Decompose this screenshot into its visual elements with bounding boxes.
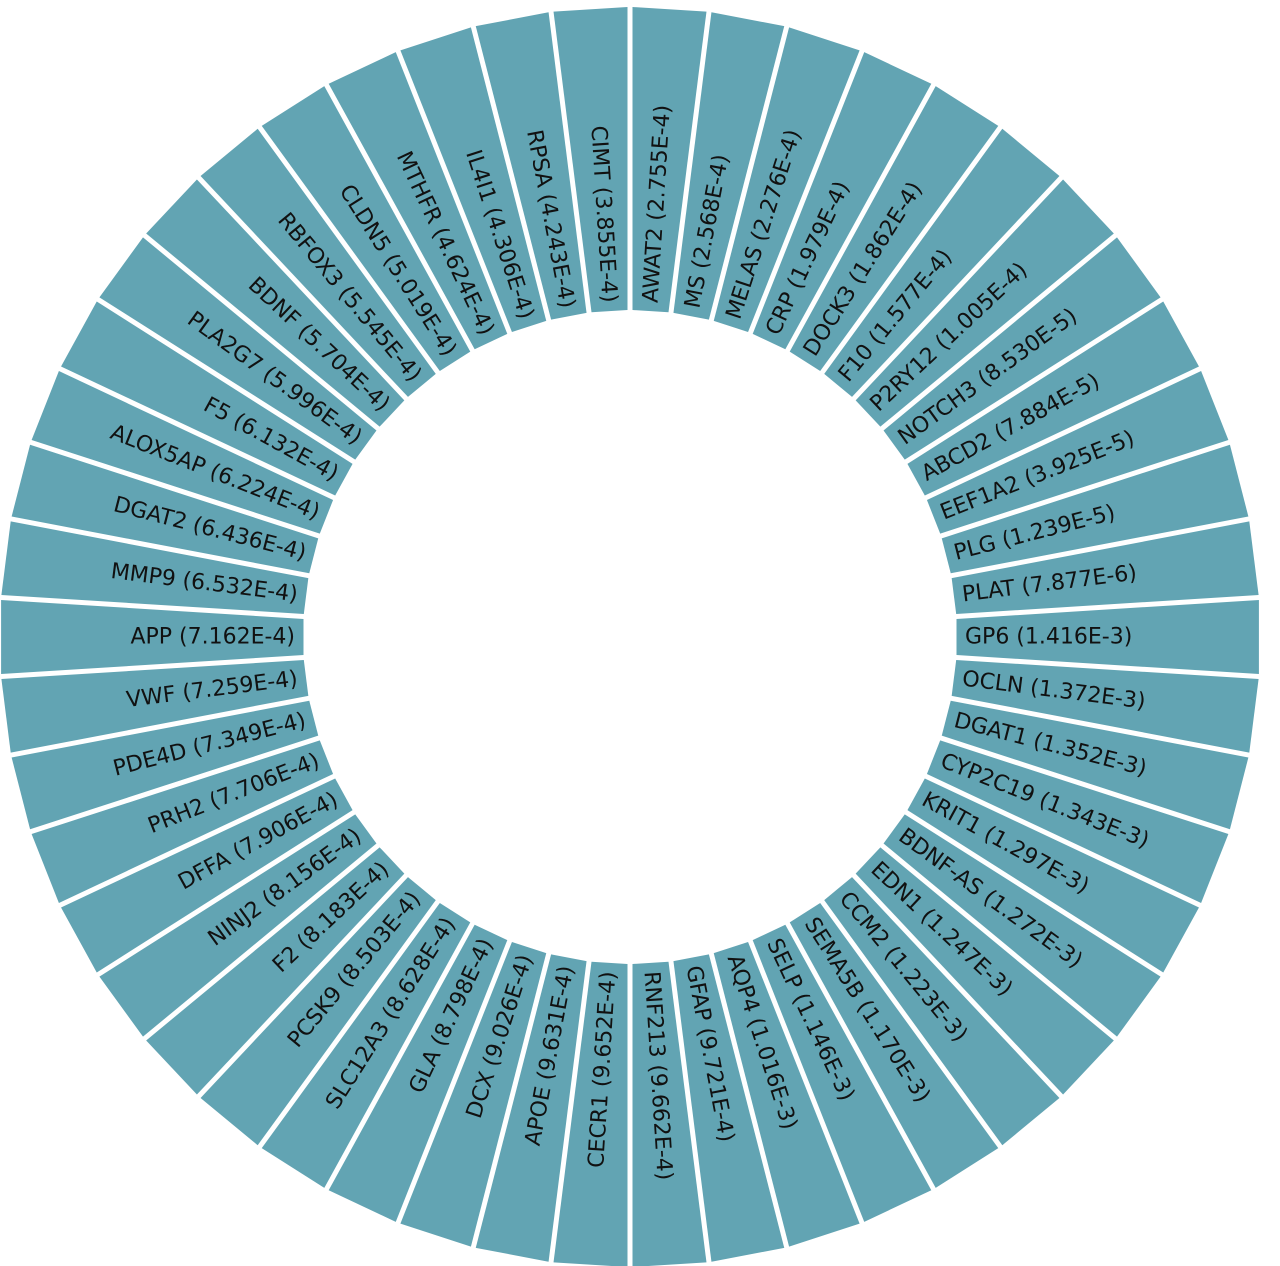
bar-segment	[1, 599, 304, 675]
bar-segment	[907, 301, 1199, 496]
bar-segment	[200, 128, 436, 397]
bar-segment	[752, 52, 932, 350]
bar-segment	[789, 86, 999, 371]
bar-segment	[941, 700, 1249, 830]
bar-segment	[200, 877, 436, 1146]
bar-segment	[261, 86, 471, 371]
bar-segment	[31, 371, 334, 534]
bar-segment	[146, 179, 405, 427]
bar-segment	[553, 7, 628, 313]
bar-segment	[553, 961, 628, 1266]
bar-segment	[673, 12, 785, 320]
bar-segment	[855, 847, 1114, 1095]
bar-segment	[956, 599, 1259, 675]
bar-segment	[632, 7, 707, 313]
bar-segment	[855, 179, 1114, 427]
bar-segment	[400, 27, 547, 333]
bar-segment	[475, 954, 587, 1262]
bar-segment	[99, 814, 377, 1037]
bar-segment	[951, 521, 1259, 614]
bar-segment	[713, 27, 860, 333]
bar-segment	[31, 740, 334, 903]
bar-segment	[713, 941, 860, 1247]
bar-segment	[883, 814, 1161, 1037]
bar-segment	[951, 660, 1259, 753]
bar-segment	[926, 371, 1229, 534]
bar-label: GP6 (1.416E-3)	[965, 625, 1132, 650]
bar-segment	[926, 740, 1229, 903]
bar-segment	[61, 778, 353, 973]
bar-segment	[11, 700, 319, 830]
bar-segment	[789, 903, 999, 1188]
bar-segment	[61, 301, 353, 496]
bar-segment	[261, 903, 471, 1188]
bar-label: APP (7.162E-4)	[130, 625, 295, 650]
bar-segment	[328, 52, 508, 350]
bar-segment	[752, 924, 932, 1222]
bar-segment	[941, 444, 1249, 574]
bar-segment	[883, 237, 1161, 460]
bar-segment	[824, 877, 1060, 1146]
bar-segment	[400, 941, 547, 1247]
bar-segment	[328, 924, 508, 1222]
bar-segment	[146, 847, 405, 1095]
bar-segment	[673, 954, 785, 1262]
bar-segment	[907, 778, 1199, 973]
bars-group	[1, 7, 1259, 1266]
bar-segment	[475, 12, 587, 320]
bar-segment	[99, 237, 377, 460]
bar-segment	[1, 660, 309, 753]
bar-segment	[632, 961, 707, 1266]
bar-segment	[824, 128, 1060, 397]
bar-segment	[1, 521, 309, 614]
bar-segment	[11, 444, 319, 574]
